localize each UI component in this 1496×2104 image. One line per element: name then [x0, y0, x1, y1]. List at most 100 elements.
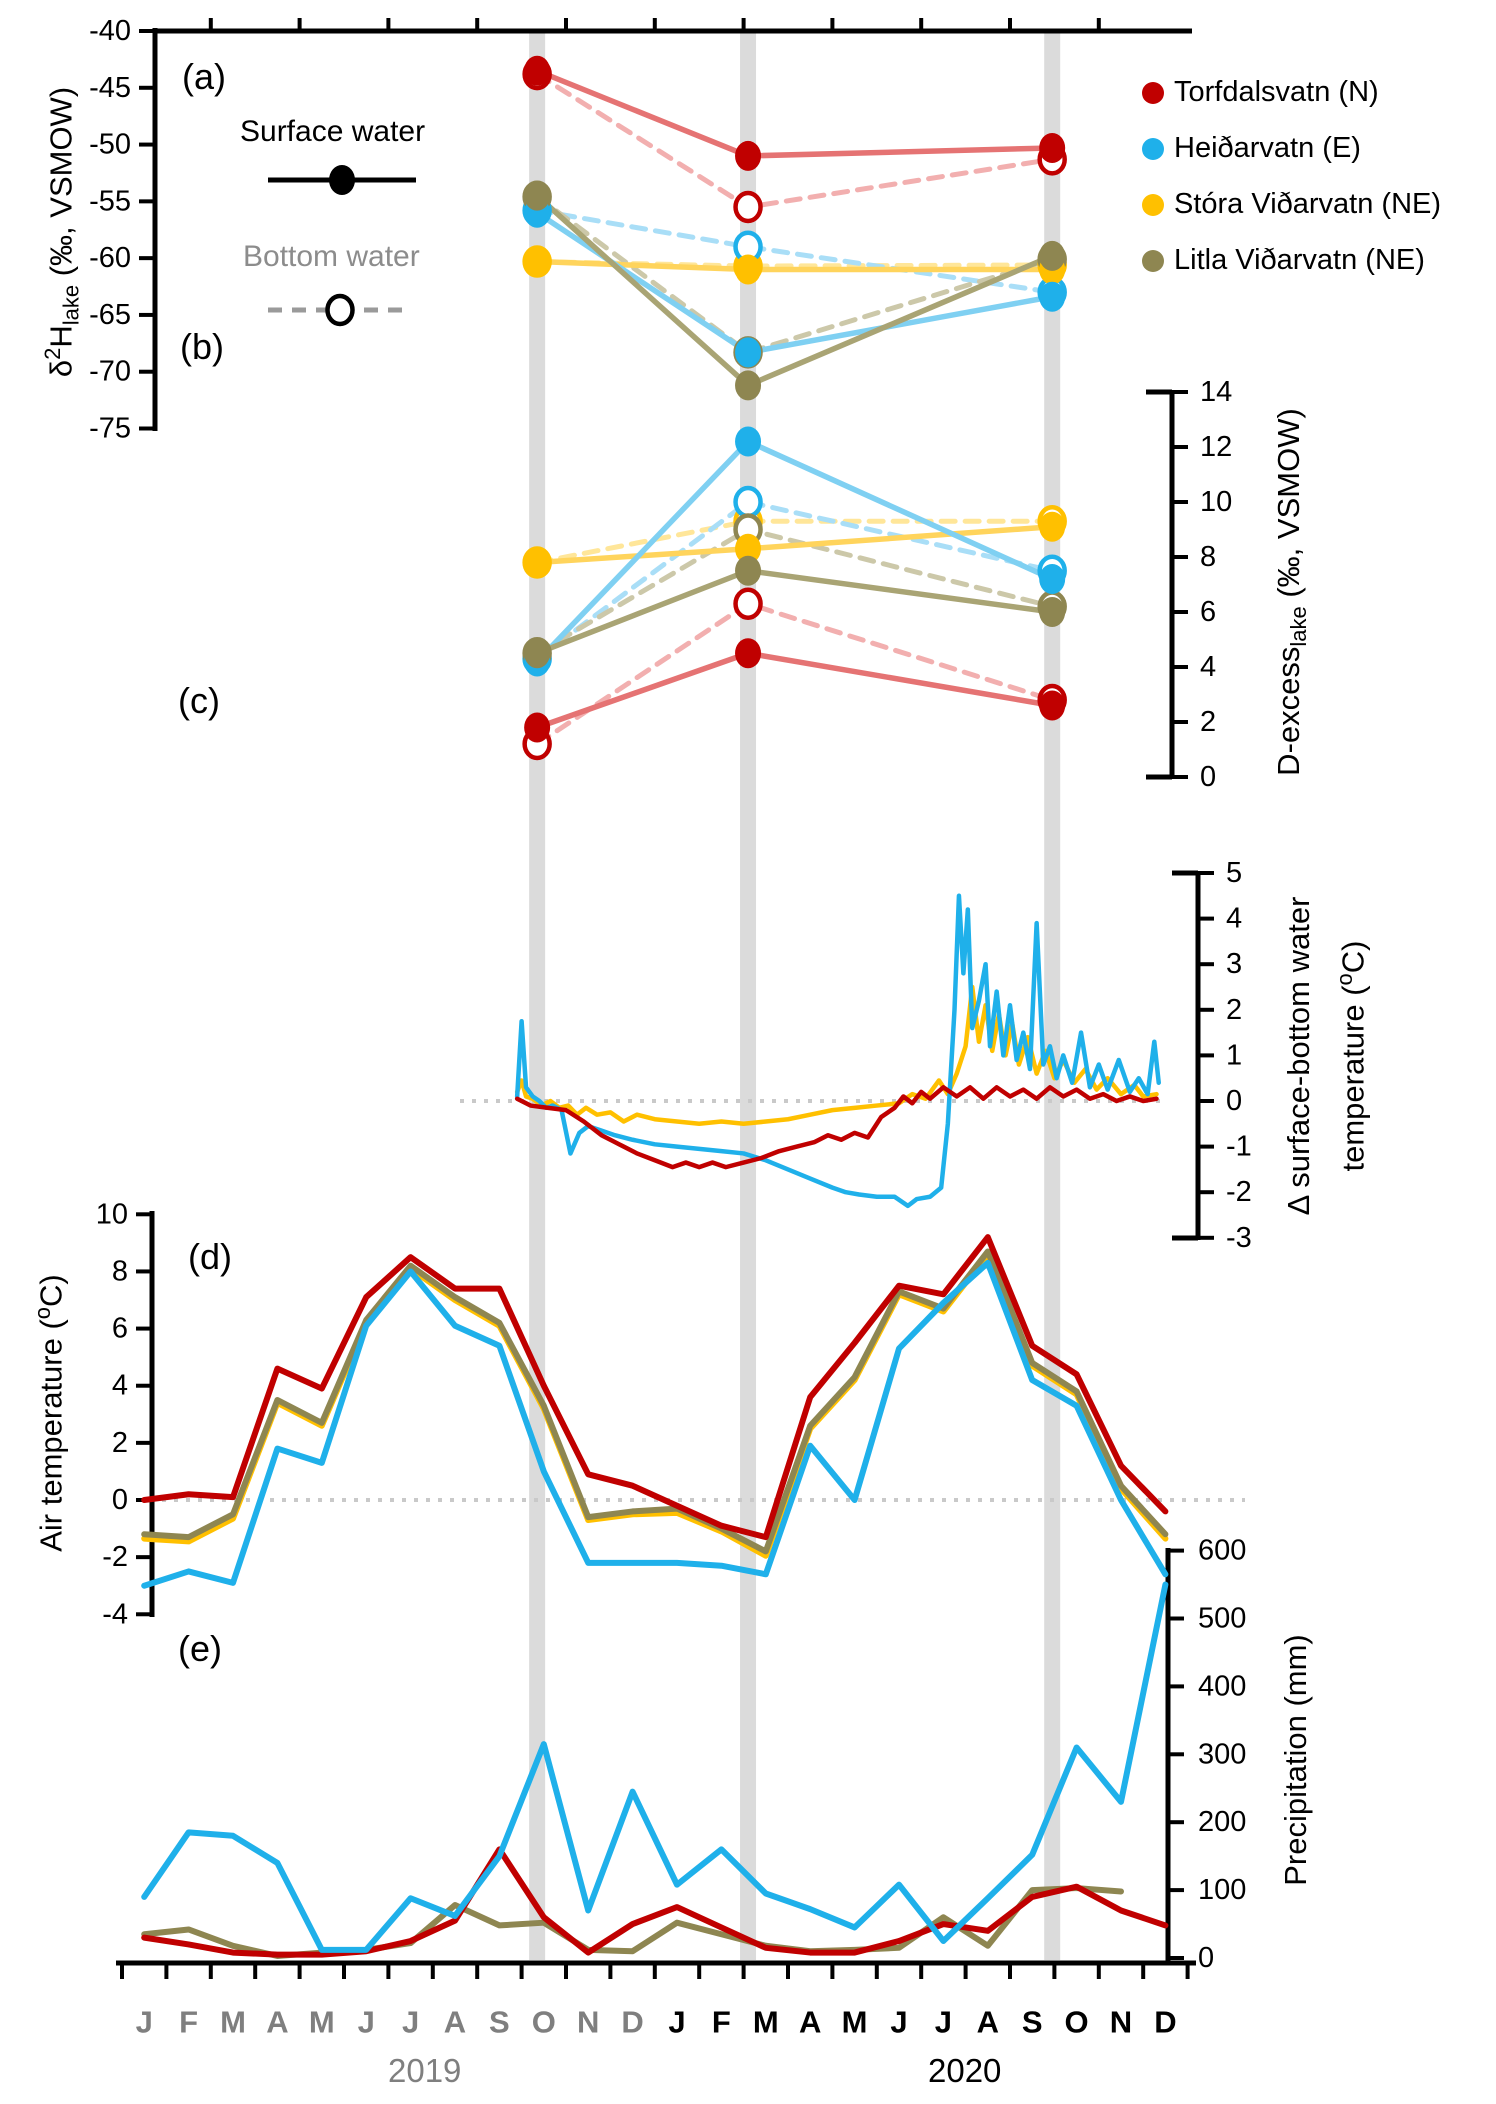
month-label-2019: A — [444, 2005, 466, 2040]
panel-c-y-tick-label: 0 — [1226, 1085, 1242, 1117]
month-label-2020: M — [842, 2005, 868, 2040]
panel-d-y-tick-label: 8 — [112, 1255, 128, 1287]
panel-a-bottom-marker-torfdalsvatn — [733, 190, 763, 224]
panel-c-y-tick-label: -3 — [1226, 1222, 1252, 1254]
panel-d-series-torfdalsvatn — [141, 1234, 1169, 1541]
panel-b-y-tick-label: 8 — [1200, 541, 1216, 573]
month-label-2019: A — [266, 2005, 288, 2040]
bottom-water-label: Bottom water — [243, 240, 420, 274]
panel-label-b: (b) — [180, 326, 224, 368]
panel-a-y-tick-label: -75 — [89, 412, 131, 444]
axis-title-air-temp-sup: o — [30, 1306, 55, 1320]
panel-b-y-tick-label: 2 — [1200, 706, 1216, 738]
axis-title-d2h: δ2Hlake (‰, VSMOW) — [30, 52, 84, 412]
month-label-2020: N — [1110, 2005, 1132, 2040]
panel-label-a: (a) — [182, 56, 226, 98]
panel-e-y-tick-label: 200 — [1198, 1806, 1246, 1838]
panel-c-y-tick-label: 5 — [1226, 857, 1242, 889]
panel-e-y-tick-label: 100 — [1198, 1874, 1246, 1906]
panel-e-y-tick-label: 500 — [1198, 1603, 1246, 1635]
axis-title-delta-temp-line2: temperature (oC) — [1322, 846, 1376, 1266]
panel-a-y-tick-label: -65 — [89, 299, 131, 331]
panel-b-surface-marker-litla — [1039, 597, 1066, 627]
panel-a-surface-marker-litla — [524, 180, 551, 211]
month-label-2020: A — [977, 2005, 999, 2040]
stora-dot-icon — [1142, 193, 1164, 216]
month-label-2020: M — [753, 2005, 779, 2040]
axis-title-d2h-sup: 2 — [40, 347, 65, 360]
panel-e-y-tick-label: 400 — [1198, 1670, 1246, 1702]
axis-title-delta-temp-line2a: temperature ( — [1335, 985, 1371, 1172]
legend-label-litla: Litla Viðarvatn (NE) — [1174, 244, 1425, 276]
panel-c-series-torfdalsvatn — [514, 1085, 1159, 1170]
panel-label-c-text: (c) — [178, 680, 220, 721]
panel-a-surface-marker-torfdalsvatn — [735, 140, 762, 171]
panel-d-y-tick-label: 0 — [112, 1484, 128, 1516]
panel-c-series-heidarvatn — [514, 893, 1161, 1209]
panel-a-surface-marker-heidarvatn — [735, 337, 762, 368]
month-label-2019: M — [220, 2005, 246, 2040]
legend-item-torfdalsvatn: Torfdalsvatn (N) — [1142, 76, 1379, 109]
panel-a-surface-marker-litla — [1039, 240, 1066, 271]
panel-d-series-heidarvatn — [141, 1259, 1169, 1589]
panel-label-e: (e) — [178, 1628, 222, 1670]
axis-title-delta-temp: Δ surface-bottom water temperature (oC) — [1276, 846, 1370, 1266]
panel-b-surface-line-torfdalsvatn — [534, 650, 1055, 731]
axis-title-d2h-delta: δ — [43, 359, 79, 378]
panel-e-y-tick-label: 300 — [1198, 1738, 1246, 1770]
sampling-bar-1 — [529, 33, 546, 1960]
panel-a-y-tick-label: -55 — [89, 185, 131, 217]
surface-water-label-text: Surface water — [240, 115, 426, 148]
month-label-2019: J — [402, 2005, 419, 2040]
month-label-2019: M — [309, 2005, 335, 2040]
month-label-2019: O — [532, 2005, 556, 2040]
axis-title-dexcess-units: (‰, VSMOW) — [1271, 408, 1306, 607]
panel-a-y-tick-label: -45 — [89, 72, 131, 104]
month-label-2020: J — [890, 2005, 907, 2040]
panel-label-d: (d) — [188, 1236, 232, 1278]
year-label-2019: 2019 — [388, 2052, 461, 2090]
panel-b-y-tick-label: 14 — [1200, 376, 1232, 408]
year-2020-text: 2020 — [928, 2052, 1002, 2089]
litla-dot-icon — [1142, 249, 1164, 272]
month-label-2020: S — [1022, 2005, 1043, 2040]
panel-b-surface-marker-litla — [524, 638, 551, 669]
legend-label-torfdalsvatn: Torfdalsvatn (N) — [1174, 76, 1379, 108]
panel-label-d-text: (d) — [188, 1236, 232, 1277]
panel-a-surface-marker-stora — [735, 254, 762, 285]
axis-title-delta-temp-line1: Δ surface-bottom water — [1281, 896, 1316, 1216]
panel-label-c: (c) — [178, 680, 220, 722]
month-label-2020: J — [935, 2005, 952, 2040]
legend-item-heidarvatn: Heiðarvatn (E) — [1142, 132, 1361, 165]
month-label-2019: J — [136, 2005, 153, 2040]
axis-title-d2h-sub: lake — [58, 284, 84, 326]
panel-a-surface-line-torfdalsvatn — [534, 67, 1055, 159]
month-label-2019: F — [179, 2005, 198, 2040]
panel-c-y-tick-label: -1 — [1226, 1131, 1252, 1163]
sampling-bar-3 — [1044, 33, 1061, 1960]
panel-b-y-tick-label: 6 — [1200, 596, 1216, 628]
panel-label-a-text: (a) — [182, 56, 226, 97]
panel-label-e-text: (e) — [178, 1628, 222, 1669]
month-label-2020: J — [668, 2005, 685, 2040]
year-label-2020: 2020 — [928, 2052, 1001, 2090]
surface-water-marker-icon — [329, 165, 355, 195]
panel-b-surface-marker-torfdalsvatn — [1039, 690, 1066, 721]
panel-b-y-tick-label: 4 — [1200, 651, 1216, 683]
panel-c-y-tick-label: 1 — [1226, 1039, 1242, 1071]
panel-d-series-litla — [141, 1248, 1169, 1555]
axis-title-d2h-units: (‰, VSMOW) — [43, 86, 79, 285]
panel-c-y-tick-label: 2 — [1226, 994, 1242, 1026]
panel-a-y-tick-label: -70 — [89, 356, 131, 388]
heidarvatn-dot-icon — [1142, 137, 1164, 160]
panel-d-y-tick-label: 10 — [96, 1198, 128, 1230]
legend-item-stora: Stóra Viðarvatn (NE) — [1142, 188, 1441, 221]
panel-d-y-tick-label: -2 — [102, 1541, 128, 1573]
legend-label-stora: Stóra Viðarvatn (NE) — [1174, 188, 1442, 220]
axis-title-d2h-h: H — [43, 325, 79, 348]
panel-d-y-tick-label: -4 — [102, 1598, 128, 1630]
panel-e-series-heidarvatn — [141, 1581, 1169, 1953]
legend-label-heidarvatn: Heiðarvatn (E) — [1174, 132, 1361, 164]
